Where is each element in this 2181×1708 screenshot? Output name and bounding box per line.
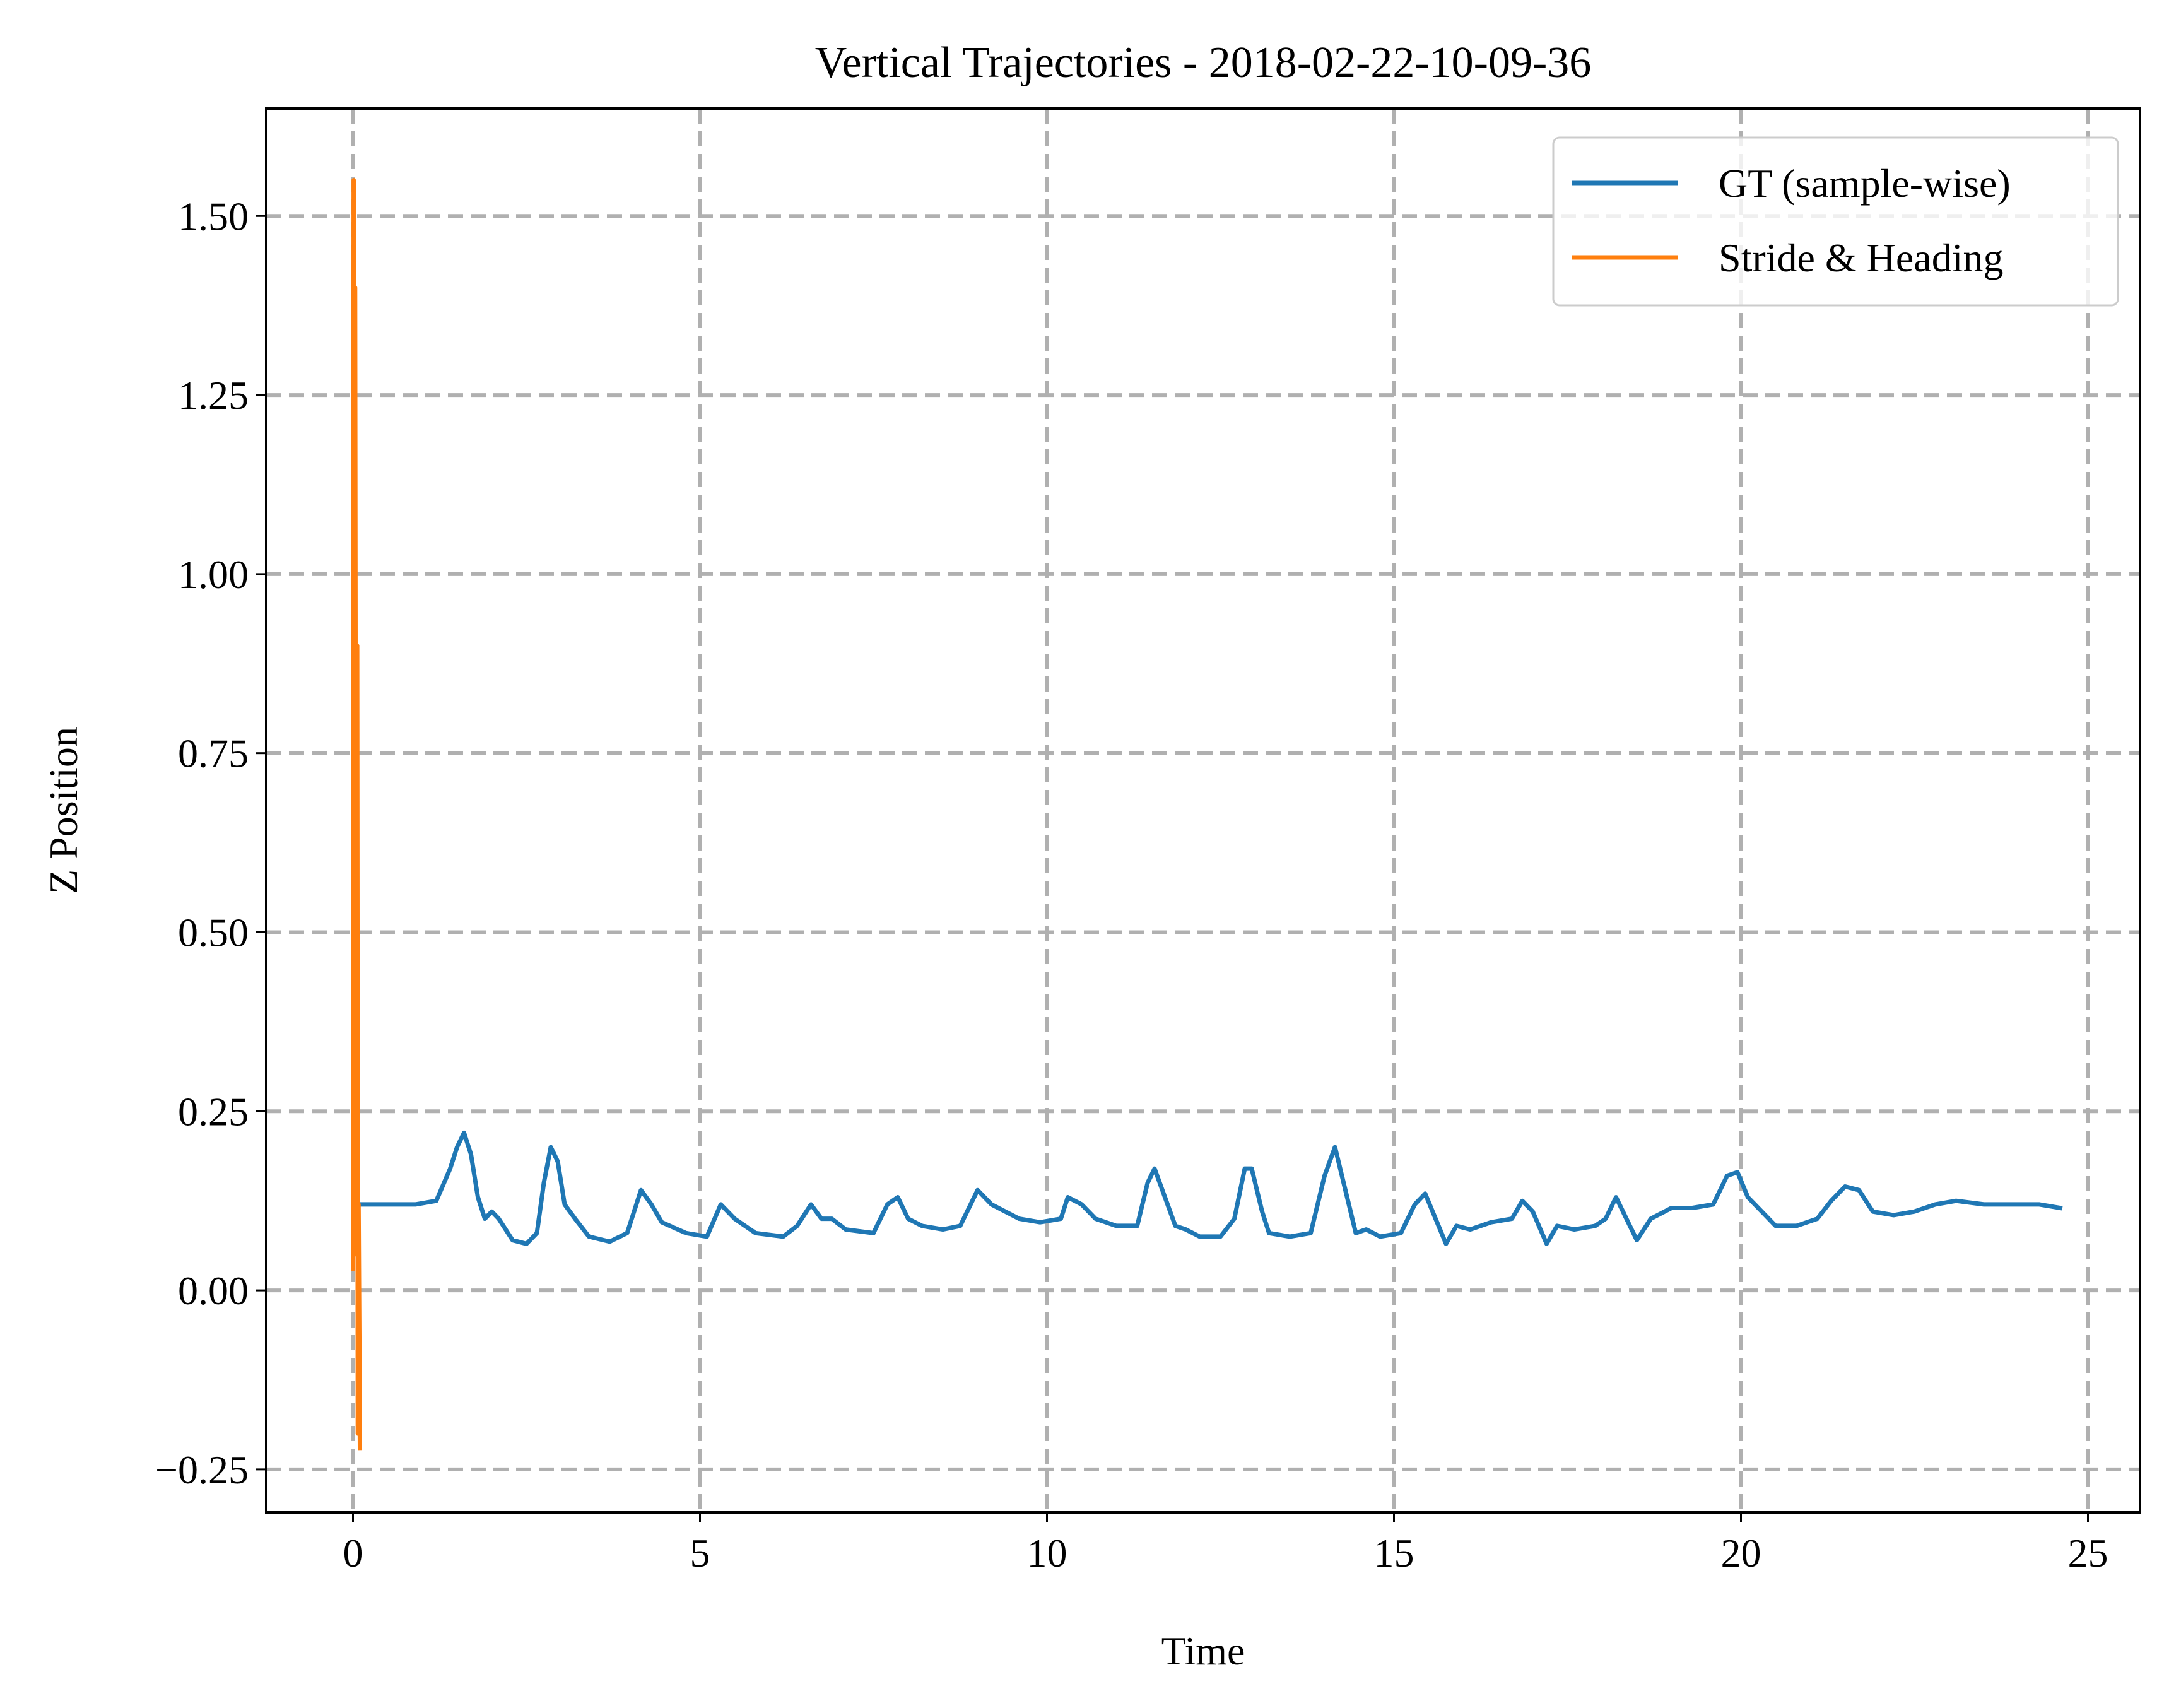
y-tick-label: −0.25 [155,1447,249,1492]
y-tick-label: 0.50 [178,910,249,955]
legend-label-gt: GT (sample-wise) [1719,161,2011,206]
y-tick-label: 0.75 [178,731,249,776]
y-tick-label: 0.25 [178,1089,249,1134]
chart-title: Vertical Trajectories - 2018-02-22-10-09… [815,38,1592,87]
series-line-gt [351,1130,2063,1246]
y-tick-label: 1.25 [178,373,249,418]
x-tick-label: 25 [2068,1531,2108,1575]
x-tick-label: 0 [343,1531,363,1575]
series-line-stride-heading [350,178,363,1451]
y-tick-label: 1.50 [178,194,249,239]
y-tick-label: 1.00 [178,552,249,597]
x-axis-label: Time [1161,1628,1245,1673]
x-tick-label: 10 [1027,1531,1067,1575]
y-tick-label: 0.00 [178,1268,249,1313]
x-tick-label: 5 [690,1531,710,1575]
legend-label-stride-heading: Stride & Heading [1719,235,2003,280]
plot-frame [265,107,2141,1514]
series-lines [350,178,2063,1451]
y-axis-label: Z Position [41,727,86,894]
legend: GT (sample-wise) Stride & Heading [1552,136,2119,307]
x-tick-label: 20 [1721,1531,1761,1575]
axis-ticks: 0 5 10 15 20 25 −0.25 0.00 0.25 0.50 0.75 1.00 1.25 1… [155,194,2108,1575]
x-tick-label: 15 [1374,1531,1414,1575]
legend-box [1552,136,2119,307]
